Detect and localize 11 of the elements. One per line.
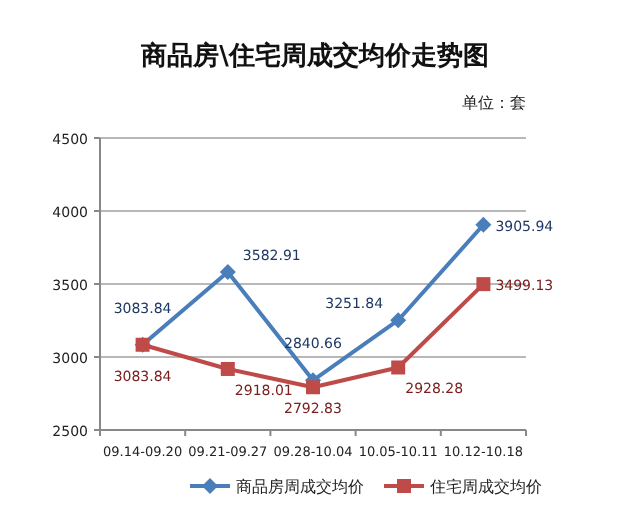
point [306, 380, 320, 395]
point [219, 263, 236, 280]
legend-label: 商品房周成交均价 [236, 478, 364, 496]
point [220, 361, 235, 376]
point [390, 312, 407, 329]
point [391, 360, 406, 375]
point [476, 277, 491, 292]
point [475, 216, 492, 233]
legend-label: 住宅周成交均价 [430, 478, 542, 496]
text: 单位：套 [462, 94, 526, 112]
chart-title: 商品房\住宅周成交均价走势图 [139, 40, 489, 72]
